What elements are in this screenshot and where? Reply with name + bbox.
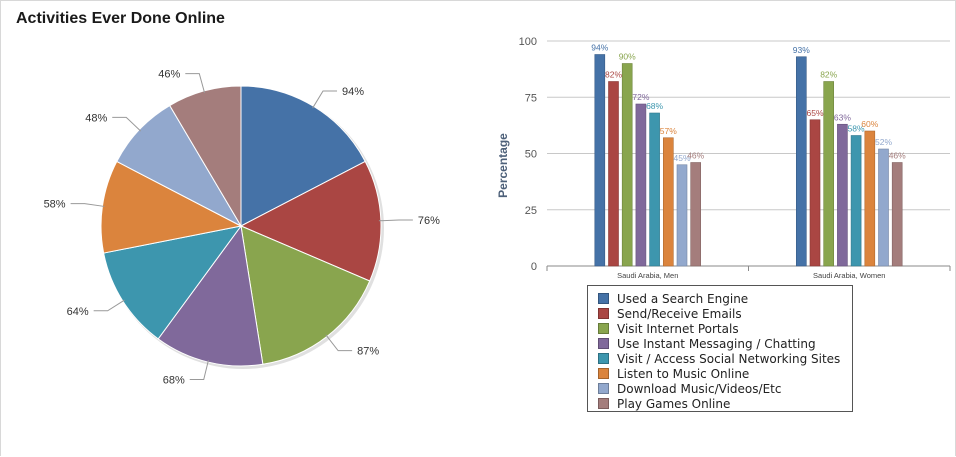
legend-item[interactable]: Play Games Online [588, 396, 852, 411]
legend-swatch [598, 353, 609, 364]
legend-label: Use Instant Messaging / Chatting [617, 337, 816, 351]
bar[interactable] [676, 164, 688, 267]
pie-connector [325, 334, 353, 352]
bar-value-label: 82% [605, 70, 622, 80]
bar-value-label: 94% [591, 43, 608, 53]
pie-connector [93, 299, 125, 312]
pie-connector [378, 219, 413, 222]
pie-slice-label: 87% [357, 346, 379, 358]
legend-swatch [598, 293, 609, 304]
y-tick-label: 25 [525, 205, 537, 217]
pie-slice-label: 94% [342, 86, 364, 98]
x-tick-label: Saudi Arabia, Men [617, 271, 678, 280]
bar[interactable] [649, 112, 660, 267]
pie-slice-label: 64% [67, 306, 89, 318]
pie-slice-label: 48% [85, 112, 107, 124]
bar-value-label: 60% [861, 119, 878, 129]
legend-swatch [598, 308, 609, 319]
legend-item[interactable]: Send/Receive Emails [588, 306, 852, 321]
pie-slice-label: 68% [163, 375, 185, 387]
legend-item[interactable]: Visit Internet Portals [588, 321, 852, 336]
bar-value-label: 65% [806, 108, 823, 118]
bar-value-label: 82% [820, 70, 837, 80]
bar[interactable] [635, 103, 647, 267]
pie-slice-label: 46% [158, 69, 180, 81]
bar-chart: 0 25 50 75 100 Percentage 94% 82% 90% 72%68% 57% 45… [496, 36, 951, 280]
bar[interactable] [608, 81, 619, 267]
bar-value-label: 90% [619, 52, 636, 62]
bar-value-label: 46% [889, 151, 906, 161]
pie-slice-label: 76% [418, 215, 440, 227]
legend-item[interactable]: Listen to Music Online [588, 366, 852, 381]
bar[interactable] [878, 148, 889, 267]
legend-label: Visit / Access Social Networking Sites [617, 352, 841, 366]
x-tick-label: Saudi Arabia, Women [813, 271, 885, 280]
y-axis-title: Percentage [496, 133, 510, 198]
legend-swatch [598, 383, 609, 394]
bar-value-label: 72% [632, 92, 649, 102]
legend-item[interactable]: Download Music/Videos/Etc [588, 381, 852, 396]
legend-item[interactable]: Visit / Access Social Networking Sites [588, 351, 852, 366]
bar[interactable] [662, 137, 674, 267]
bar[interactable] [850, 135, 862, 267]
legend-swatch [598, 368, 609, 379]
legend-label: Send/Receive Emails [617, 307, 742, 321]
pie-slice-label: 58% [44, 199, 66, 211]
legend-label: Used a Search Engine [617, 292, 749, 306]
bar-value-label: 68% [646, 101, 663, 111]
legend-label: Listen to Music Online [617, 367, 750, 381]
legend-item[interactable]: Use Instant Messaging / Chatting [588, 336, 852, 351]
pie-chart: 94% 76% 87% 68% 64% 58% 48% 46% [44, 69, 441, 387]
bar[interactable] [594, 54, 606, 267]
bar-value-label: 52% [875, 137, 892, 147]
legend-label: Download Music/Videos/Etc [617, 382, 782, 396]
bar-value-label: 46% [687, 151, 704, 161]
bar[interactable] [795, 56, 807, 267]
bar[interactable] [621, 63, 633, 267]
pie-connector [189, 359, 209, 381]
bar-value-label: 45% [673, 153, 690, 163]
bar[interactable] [823, 81, 835, 267]
page-title: Activities Ever Done Online [16, 10, 225, 27]
y-tick-label: 75 [525, 92, 537, 104]
chart-legend: Used a Search Engine Send/Receive Emails V… [587, 285, 853, 412]
pie-connector [185, 73, 206, 94]
pie-connector [312, 90, 338, 109]
bar[interactable] [891, 162, 903, 267]
legend-label: Play Games Online [617, 397, 731, 411]
bar-value-label: 58% [848, 124, 865, 134]
bar-value-label: 93% [793, 45, 810, 55]
legend-swatch [598, 338, 609, 349]
y-tick-label: 50 [525, 149, 537, 161]
y-tick-label: 100 [519, 36, 537, 48]
legend-item[interactable]: Used a Search Engine [588, 291, 852, 306]
bar[interactable] [809, 119, 821, 267]
pie-connector [70, 203, 105, 207]
legend-label: Visit Internet Portals [617, 322, 739, 336]
bar[interactable] [864, 130, 876, 267]
bar[interactable] [690, 162, 702, 267]
pie-connector [112, 116, 142, 132]
y-tick-label: 0 [531, 261, 537, 273]
bar[interactable] [837, 123, 848, 267]
bar-value-label: 63% [834, 112, 851, 122]
legend-swatch [598, 323, 609, 334]
legend-swatch [598, 398, 609, 409]
bar-value-label: 57% [660, 126, 677, 136]
